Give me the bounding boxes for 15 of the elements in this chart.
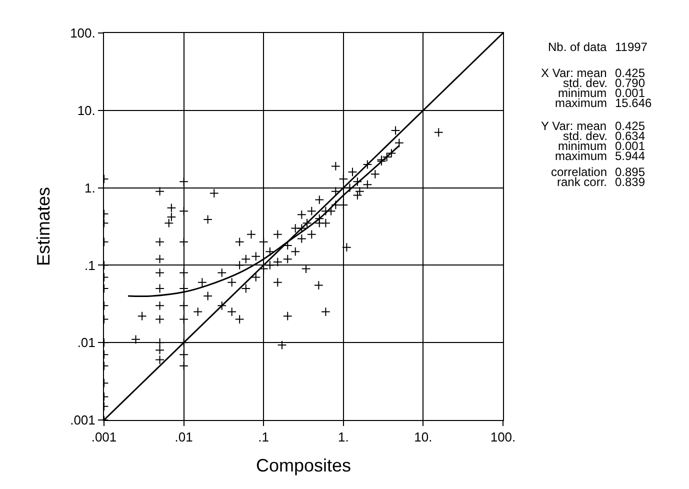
x-tick-label: 10. [414,430,432,445]
y-tick-label: 1. [84,180,96,196]
x-tick-label: .01 [174,430,193,445]
y-tick-label: 100. [70,26,96,41]
text: 11997 [615,40,648,54]
y-tick-label: .01 [77,335,96,350]
x-axis-title: Composites [256,456,352,476]
y-tick-label: .1 [84,258,96,273]
y-axis-title: Estimates [33,186,54,266]
x-tick-label: 1. [338,430,349,445]
x-tick-label: 100. [490,430,516,445]
y-tick-label: 10. [77,102,96,118]
x-tick-label: .1 [258,430,270,445]
y-tick-label: .001 [70,412,96,428]
text: Nb. of data [548,40,608,54]
